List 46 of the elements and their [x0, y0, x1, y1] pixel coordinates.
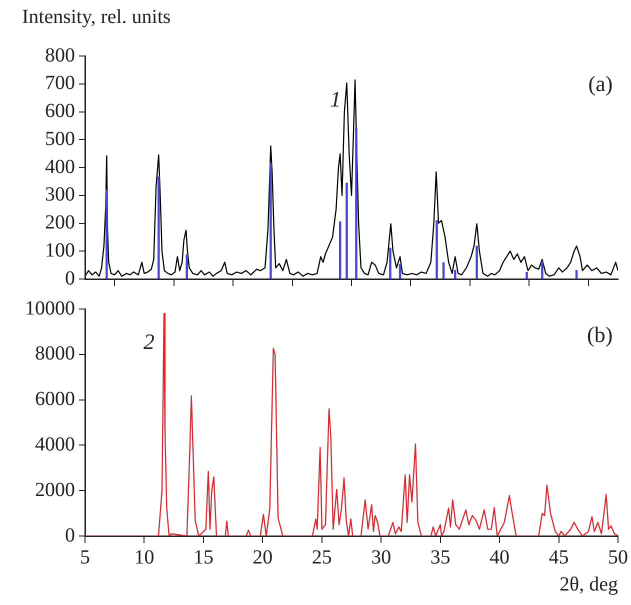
y-tick-label: 600 [45, 100, 75, 122]
bar [541, 261, 544, 279]
y-tick-label: 4000 [35, 433, 75, 456]
y-tick-label: 400 [45, 156, 75, 178]
bar [186, 254, 188, 279]
x-tick-label: 35 [430, 546, 450, 568]
y-tick-label: 8000 [35, 342, 75, 365]
bar [476, 246, 478, 279]
y-tick-label: 800 [45, 44, 75, 66]
y-tick-label: 0 [65, 524, 75, 546]
bar [339, 222, 342, 279]
x-tick-label: 40 [490, 546, 510, 568]
y-tick-label: 200 [45, 212, 75, 234]
bar [575, 270, 578, 279]
bar [526, 272, 528, 279]
y-tick-label: 100 [45, 239, 75, 262]
annotation: (b) [587, 322, 613, 348]
bar [442, 262, 445, 279]
annotation: 2 [143, 328, 154, 354]
y-tick-label: 10000 [25, 297, 75, 320]
bar [158, 176, 160, 279]
x-tick-label: 25 [312, 546, 332, 568]
bar [106, 189, 108, 279]
bar [454, 270, 456, 279]
annotation: 1 [330, 86, 342, 112]
x-tick-label: 30 [371, 546, 392, 568]
x-tick-label: 45 [548, 546, 569, 568]
y-tick-label: 700 [45, 72, 75, 94]
bar [270, 163, 272, 279]
y-tick-label: 6000 [35, 388, 75, 410]
y-tick-label: 300 [45, 184, 75, 206]
x-axis-title: 2θ, deg [560, 573, 618, 596]
y-tick-label: 500 [45, 128, 75, 150]
y-tick-label: 0 [65, 267, 75, 290]
bar [389, 248, 392, 279]
bar [346, 182, 348, 279]
x-tick-label: 20 [252, 546, 273, 568]
x-tick-label: 5 [80, 546, 90, 568]
y-axis-title: Intensity, rel. units [22, 6, 171, 29]
x-tick-label: 15 [193, 546, 214, 568]
bar [436, 220, 438, 279]
y-tick-label: 2000 [35, 478, 75, 501]
x-tick-label: 50 [608, 546, 628, 568]
x-tick-label: 10 [134, 546, 154, 568]
bar [355, 128, 358, 279]
annotation: (a) [588, 70, 613, 96]
